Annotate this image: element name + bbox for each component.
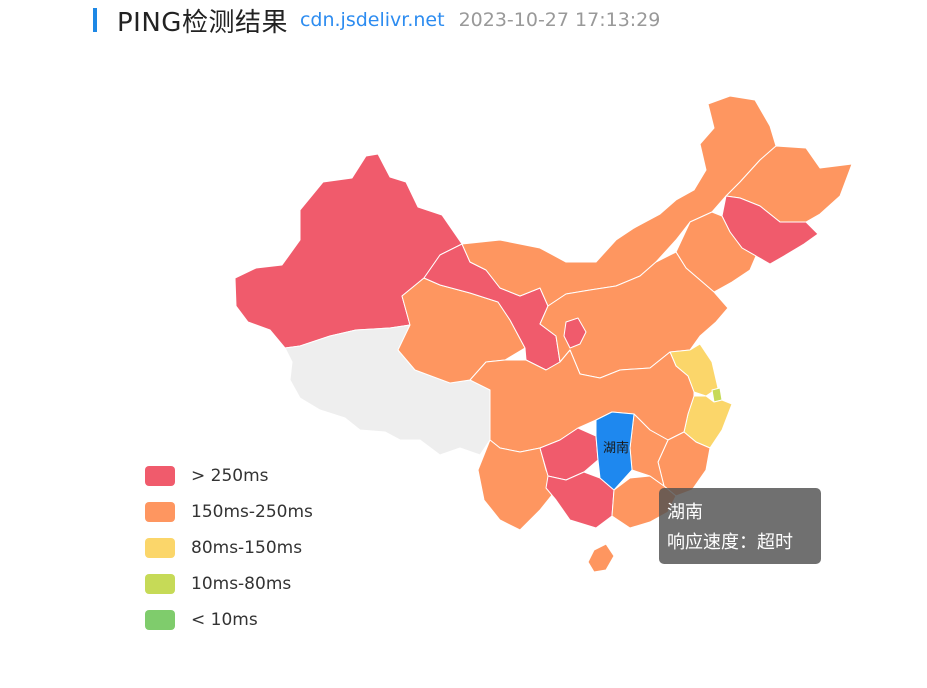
- region-hunan[interactable]: [595, 411, 635, 491]
- legend-label: > 250ms: [191, 466, 269, 486]
- region-hainan[interactable]: [587, 543, 615, 573]
- header: PING检测结果 cdn.jsdelivr.net 2023-10-27 17:…: [93, 0, 660, 40]
- region-yunnan[interactable]: [477, 439, 557, 531]
- legend-item-80-150[interactable]: 80ms-150ms: [145, 530, 313, 566]
- map-tooltip: 湖南 响应速度：超时: [659, 488, 821, 564]
- legend-label: 80ms-150ms: [191, 538, 303, 558]
- legend-swatch: [145, 574, 175, 594]
- title-accent-bar: [93, 8, 97, 32]
- legend-swatch: [145, 538, 175, 558]
- legend-swatch: [145, 466, 175, 486]
- legend-label: 10ms-80ms: [191, 574, 292, 594]
- host-name[interactable]: cdn.jsdelivr.net: [299, 9, 445, 31]
- legend-label: 150ms-250ms: [191, 502, 313, 522]
- test-time: 2023-10-27 17:13:29: [458, 9, 661, 31]
- legend-item-150-250[interactable]: 150ms-250ms: [145, 494, 313, 530]
- legend-item-lt10[interactable]: < 10ms: [145, 602, 313, 638]
- tooltip-speed: 响应速度：超时: [667, 528, 813, 558]
- tooltip-region: 湖南: [667, 502, 703, 523]
- tooltip-speed-label: 响应速度：: [667, 532, 757, 553]
- region-ningxia[interactable]: [563, 317, 587, 349]
- tooltip-speed-value: 超时: [757, 532, 793, 553]
- page-title: PING检测结果: [117, 7, 288, 38]
- hunan-map-label: 湖南: [603, 440, 629, 456]
- region-tibet[interactable]: [284, 324, 491, 456]
- legend-item-gt250[interactable]: > 250ms: [145, 458, 313, 494]
- legend: > 250ms 150ms-250ms 80ms-150ms 10ms-80ms…: [145, 458, 313, 638]
- legend-swatch: [145, 610, 175, 630]
- legend-swatch: [145, 502, 175, 522]
- legend-label: < 10ms: [191, 610, 258, 630]
- legend-item-10-80[interactable]: 10ms-80ms: [145, 566, 313, 602]
